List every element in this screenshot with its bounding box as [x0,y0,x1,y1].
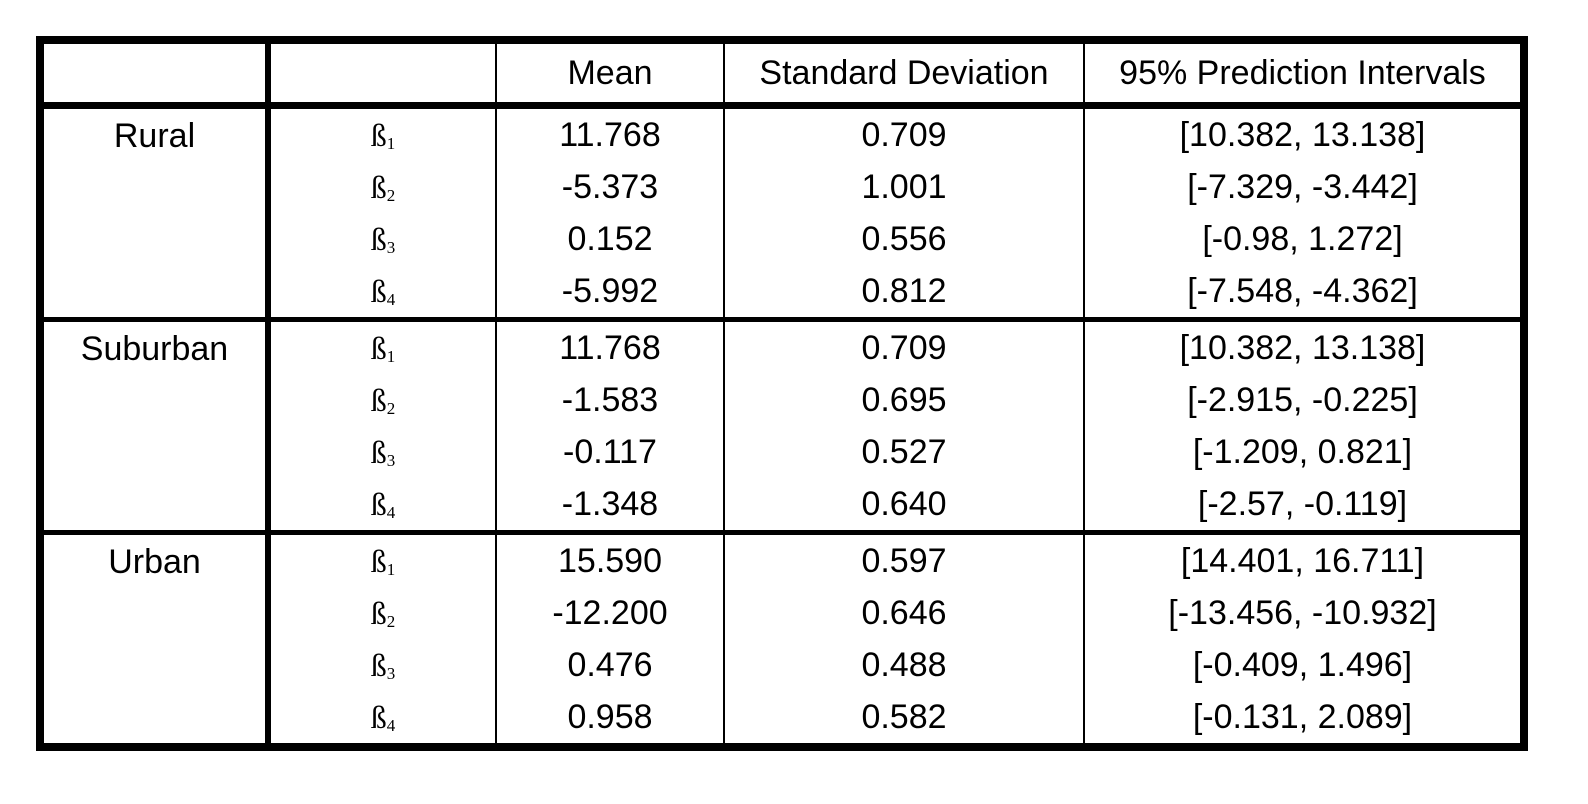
coefficient-cell: ß3 [265,426,496,478]
table-row: Urban ß1 15.590 0.597 [14.401, 16.711] [40,530,1524,747]
standard-deviation-cell: 0.582 [723,691,1084,747]
header-prediction-intervals: 95% Prediction Intervals [1083,40,1524,109]
table-row: ß3 0.476 0.488 [-0.409, 1.496] [40,639,1524,691]
standard-deviation-cell: 0.812 [723,265,1084,320]
table-row: ß3 -0.117 0.527 [-1.209, 0.821] [40,426,1524,478]
mean-cell: 0.152 [495,213,724,265]
header-standard-deviation: Standard Deviation [723,40,1084,109]
standard-deviation-cell: 0.709 [723,105,1084,161]
coefficient-index: 1 [386,559,396,579]
prediction-interval-cell: [-0.409, 1.496] [1083,639,1524,691]
coefficient-symbol: ß [370,646,387,683]
mean-cell: 0.958 [495,691,724,747]
table-body: Rural ß1 11.768 0.709 [10.382, 13.138] ß2 -5.3… [40,105,1524,747]
coefficient-symbol: ß [370,542,387,579]
coefficient-symbol: ß [370,381,387,418]
standard-deviation-cell: 0.556 [723,213,1084,265]
coefficient-cell: ß2 [265,587,496,639]
coefficient-symbol: ß [370,272,387,309]
coefficient-index: 4 [386,289,396,309]
coefficient-symbol: ß [370,220,387,257]
coefficient-index: 1 [386,133,396,153]
coefficient-index: 3 [386,450,396,470]
coefficient-cell: ß2 [265,374,496,426]
table-row: ß2 -1.583 0.695 [-2.915, -0.225] [40,374,1524,426]
region-label: Urban [40,530,268,747]
coefficient-symbol: ß [370,116,387,153]
coefficient-cell: ß1 [265,105,496,161]
table-row: ß4 -5.992 0.812 [-7.548, -4.362] [40,265,1524,320]
region-label: Suburban [40,317,268,533]
mean-cell: -12.200 [495,587,724,639]
standard-deviation-cell: 0.695 [723,374,1084,426]
coefficient-cell: ß4 [265,478,496,533]
coefficient-symbol: ß [370,168,387,205]
mean-cell: -5.992 [495,265,724,320]
header-row: Mean Standard Deviation 95% Prediction I… [40,40,1524,109]
coefficient-index: 3 [386,237,396,257]
prediction-interval-cell: [-0.131, 2.089] [1083,691,1524,747]
prediction-interval-cell: [-0.98, 1.272] [1083,213,1524,265]
coefficient-symbol: ß [370,329,387,366]
mean-cell: -1.348 [495,478,724,533]
coefficient-cell: ß3 [265,639,496,691]
coefficient-index: 2 [386,611,396,631]
prediction-interval-cell: [-13.456, -10.932] [1083,587,1524,639]
coefficient-cell: ß1 [265,530,496,587]
prediction-interval-cell: [-2.915, -0.225] [1083,374,1524,426]
table-row: ß2 -5.373 1.001 [-7.329, -3.442] [40,161,1524,213]
prediction-interval-cell: [-2.57, -0.119] [1083,478,1524,533]
mean-cell: 15.590 [495,530,724,587]
coefficient-symbol: ß [370,485,387,522]
coefficient-index: 2 [386,398,396,418]
standard-deviation-cell: 0.597 [723,530,1084,587]
mean-cell: 0.476 [495,639,724,691]
standard-deviation-cell: 0.709 [723,317,1084,374]
mean-cell: -5.373 [495,161,724,213]
table-row: Suburban ß1 11.768 0.709 [10.382, 13.138] [40,317,1524,533]
prediction-interval-cell: [14.401, 16.711] [1083,530,1524,587]
standard-deviation-cell: 0.527 [723,426,1084,478]
coefficient-cell: ß1 [265,317,496,374]
coefficient-cell: ß4 [265,691,496,747]
mean-cell: 11.768 [495,105,724,161]
standard-deviation-cell: 0.640 [723,478,1084,533]
table-row: ß3 0.152 0.556 [-0.98, 1.272] [40,213,1524,265]
coefficient-index: 3 [386,663,396,683]
coefficient-symbol: ß [370,698,387,735]
header-region [40,40,268,109]
coefficient-cell: ß3 [265,213,496,265]
prediction-interval-cell: [10.382, 13.138] [1083,317,1524,374]
region-label: Rural [113,117,196,155]
coefficient-cell: ß4 [265,265,496,320]
prediction-interval-cell: [10.382, 13.138] [1083,105,1524,161]
standard-deviation-cell: 0.488 [723,639,1084,691]
mean-cell: 11.768 [495,317,724,374]
results-table: Mean Standard Deviation 95% Prediction I… [36,36,1528,751]
mean-cell: -0.117 [495,426,724,478]
table-row: ß4 -1.348 0.640 [-2.57, -0.119] [40,478,1524,533]
prediction-interval-cell: [-7.329, -3.442] [1083,161,1524,213]
prediction-interval-cell: [-7.548, -4.362] [1083,265,1524,320]
standard-deviation-cell: 0.646 [723,587,1084,639]
table-row: Rural ß1 11.768 0.709 [10.382, 13.138] [40,105,1524,161]
coefficient-index: 4 [386,715,396,735]
coefficient-symbol: ß [370,594,387,631]
coefficient-index: 2 [386,185,396,205]
mean-cell: -1.583 [495,374,724,426]
standard-deviation-cell: 1.001 [723,161,1084,213]
header-mean: Mean [495,40,724,109]
coefficient-index: 4 [386,502,396,522]
table-row: ß4 0.958 0.582 [-0.131, 2.089] [40,691,1524,747]
coefficient-index: 1 [386,346,396,366]
prediction-interval-cell: [-1.209, 0.821] [1083,426,1524,478]
header-coefficient [265,40,496,109]
coefficient-symbol: ß [370,433,387,470]
table-row: ß2 -12.200 0.646 [-13.456, -10.932] [40,587,1524,639]
coefficient-cell: ß2 [265,161,496,213]
